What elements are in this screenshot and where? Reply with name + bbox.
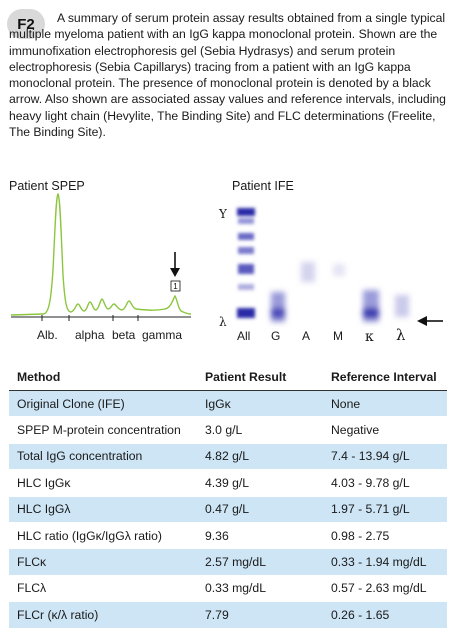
table-row: HLC ratio (IgGκ/IgGλ ratio) 9.36 0.98 - … (9, 522, 447, 550)
ife-lane-a (301, 262, 315, 282)
ife-lane-all (237, 208, 255, 318)
result-cell: 9.36 (197, 522, 323, 550)
spep-fraction-alpha: alpha (75, 328, 105, 342)
table-row: Total IgG concentration 4.82 g/L 7.4 - 1… (9, 443, 447, 471)
method-cell: HLC IgGλ (9, 496, 197, 523)
reference-cell: Negative (323, 416, 447, 444)
ife-lane-label-g: G (271, 329, 280, 343)
method-cell: HLC ratio (IgGκ/IgGλ ratio) (9, 522, 197, 550)
table-row: HLC IgGλ 0.47 g/L 1.97 - 5.71 g/L (9, 496, 447, 523)
table-row: FLCλ 0.33 mg/dL 0.57 - 2.63 mg/dL (9, 575, 447, 603)
spep-marker-label: 1 (173, 282, 178, 291)
spep-arrow-head (170, 268, 180, 277)
figure-label: F2 (17, 15, 35, 33)
figure-label-badge: F2 (7, 9, 45, 39)
reference-cell: None (323, 390, 447, 418)
method-cell: HLC IgGκ (9, 469, 197, 497)
reference-cell: 4.03 - 9.78 g/L (323, 469, 447, 497)
ife-row-label-lambda: λ (219, 315, 227, 329)
spep-fraction-gamma: gamma (142, 328, 182, 342)
ife-lane-label-m: M (333, 329, 343, 343)
figure-caption: A summary of serum protein assay results… (9, 10, 447, 140)
spep-trace-plot: 1 Alb. alpha beta gamma (10, 193, 192, 342)
reference-cell: 0.33 - 1.94 mg/dL (323, 548, 447, 576)
table-header-reference: Reference Interval (323, 364, 447, 391)
ife-lane-g (271, 292, 285, 322)
spep-baseline-ticks (41, 315, 139, 321)
method-cell: FLCλ (9, 575, 197, 603)
reference-cell: 7.4 - 13.94 g/L (323, 443, 447, 471)
result-cell: 3.0 g/L (197, 416, 323, 444)
table-header-row: Method Patient Result Reference Interval (9, 364, 447, 391)
method-cell: Total IgG concentration (9, 443, 197, 471)
result-cell: 0.33 mg/dL (197, 575, 323, 603)
method-cell: Original Clone (IFE) (9, 390, 197, 418)
ife-row-label-gamma: Υ (218, 207, 228, 221)
assay-results-table: Method Patient Result Reference Interval… (9, 364, 447, 629)
ife-lane-lambda (395, 295, 409, 317)
spep-fraction-beta: beta (112, 328, 136, 342)
method-cell: FLCr (κ/λ ratio) (9, 601, 197, 629)
result-cell: 2.57 mg/dL (197, 548, 323, 576)
result-cell: 7.79 (197, 601, 323, 629)
ife-lane-label-a: A (302, 329, 310, 343)
spep-fraction-albumin: Alb. (37, 328, 58, 342)
ife-gel: Υ λ All G A M κ λ (218, 207, 443, 345)
table-row: SPEP M-protein concentration 3.0 g/L Neg… (9, 416, 447, 444)
table-header-result: Patient Result (197, 364, 323, 391)
spep-title: Patient SPEP (9, 179, 85, 193)
figure-caption-text: A summary of serum protein assay results… (9, 11, 446, 140)
ife-lane-kappa (363, 290, 379, 322)
spep-marker-box (170, 280, 181, 292)
result-cell: 4.39 g/L (197, 469, 323, 497)
result-cell: 4.82 g/L (197, 443, 323, 471)
ife-lane-labels: All G A M κ λ (237, 326, 406, 345)
table-header-method: Method (9, 364, 197, 391)
ife-lane-m (333, 264, 345, 276)
result-cell: IgGκ (197, 390, 323, 418)
ife-lane-label-kappa: κ (365, 329, 374, 345)
reference-cell: 0.57 - 2.63 mg/dL (323, 575, 447, 603)
reference-cell: 0.98 - 2.75 (323, 522, 447, 550)
ife-lane-label-lambda: λ (396, 326, 406, 344)
ife-lane-label-all: All (237, 329, 250, 343)
reference-cell: 0.26 - 1.65 (323, 601, 447, 629)
spep-trace-line (10, 193, 192, 316)
table-row: HLC IgGκ 4.39 g/L 4.03 - 9.78 g/L (9, 469, 447, 497)
reference-cell: 1.97 - 5.71 g/L (323, 496, 447, 523)
method-cell: SPEP M-protein concentration (9, 416, 197, 444)
result-cell: 0.47 g/L (197, 496, 323, 523)
ife-title: Patient IFE (232, 179, 294, 193)
method-cell: FLCκ (9, 548, 197, 576)
table-row: Original Clone (IFE) IgGκ None (9, 390, 447, 418)
table-row: FLCr (κ/λ ratio) 7.79 0.26 - 1.65 (9, 601, 447, 629)
table-row: FLCκ 2.57 mg/dL 0.33 - 1.94 mg/dL (9, 548, 447, 576)
ife-arrow-head (417, 316, 427, 326)
